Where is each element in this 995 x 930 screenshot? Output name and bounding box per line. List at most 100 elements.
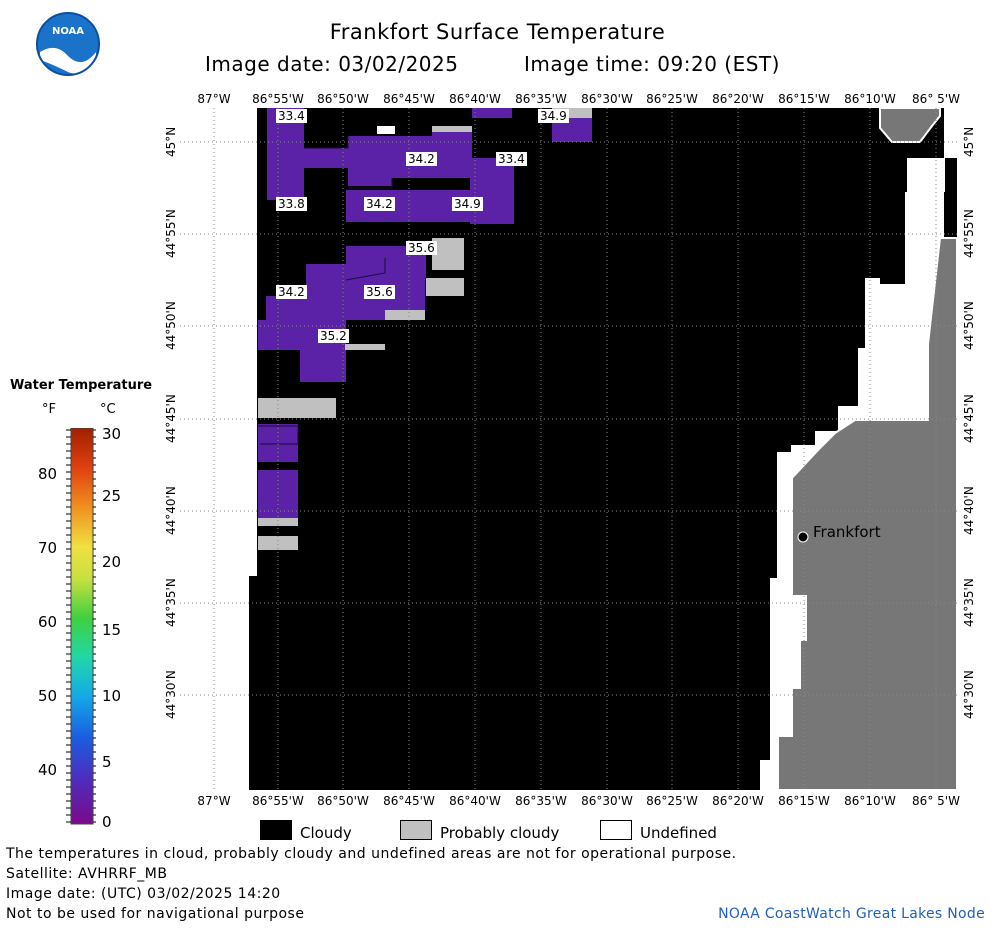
lon-label: 86°15'W (778, 794, 830, 808)
lon-label: 86°50'W (317, 92, 369, 106)
temperature-label: 33.4 (496, 152, 527, 166)
lat-label: 44°40'N (962, 486, 976, 536)
lon-label: 86° 5'W (912, 92, 960, 106)
footer-utc-date: Image date: (UTC) 03/02/2025 14:20 (6, 886, 281, 902)
lon-label: 86°20'W (712, 794, 764, 808)
svg-text:33.4: 33.4 (498, 152, 525, 166)
legend-c-tick: 5 (102, 753, 112, 771)
lon-label: 87°W (197, 92, 231, 106)
land-northeast (879, 108, 941, 143)
lon-label: 86°15'W (778, 92, 830, 106)
key-cloudy-label: Cloudy (300, 824, 352, 842)
lat-label: 45°N (962, 126, 976, 158)
lat-label: 44°35'N (164, 578, 178, 628)
lat-label: 44°50'N (164, 301, 178, 351)
legend-unit-c: °C (100, 402, 116, 417)
svg-text:34.2: 34.2 (278, 285, 305, 299)
legend-unit-f: °F (42, 402, 56, 417)
legend-f-tick: 80 (38, 465, 58, 483)
svg-text:33.4: 33.4 (278, 109, 305, 123)
lon-label: 86°35'W (515, 794, 567, 808)
svg-text:35.6: 35.6 (408, 241, 435, 255)
legend-f-tick: 60 (38, 613, 58, 631)
legend-f-tick: 40 (38, 761, 58, 779)
lon-label: 86°10'W (844, 794, 896, 808)
temperature-label: 33.4 (276, 109, 307, 123)
page-title: Frankfort Surface Temperature (329, 20, 666, 44)
lat-label: 44°55'N (962, 209, 976, 259)
temperature-label: 35.6 (364, 285, 395, 299)
noaa-logo: NOAA (36, 12, 100, 76)
lat-label: 44°55'N (164, 209, 178, 259)
key-probably-cloudy-swatch (400, 820, 432, 840)
legend-c-tick: 20 (102, 553, 122, 571)
lat-label: 44°50'N (962, 301, 976, 351)
frankfort-label: Frankfort (813, 523, 881, 541)
probably-cloudy-pixels (258, 108, 592, 550)
lon-label: 86°55'W (252, 794, 304, 808)
legend-f-tick: 50 (38, 687, 58, 705)
lon-label: 86°10'W (844, 92, 896, 106)
svg-text:34.2: 34.2 (408, 152, 435, 166)
temperature-label: 35.2 (318, 329, 349, 343)
lat-label: 44°45'N (962, 394, 976, 444)
svg-text:34.9: 34.9 (454, 197, 481, 211)
temperature-labels: 33.4 34.9 34.2 33.4 33.8 34.2 34.9 35.6 34.2 35.6… (276, 109, 569, 343)
lat-label: 44°45'N (164, 394, 178, 444)
image-time: Image time: 09:20 (EST) (524, 52, 780, 76)
footer-note: The temperatures in cloud, probably clou… (6, 846, 737, 862)
legend-title: Water Temperature (10, 378, 153, 393)
noaa-logo-text: NOAA (52, 26, 84, 37)
footer-credit[interactable]: NOAA CoastWatch Great Lakes Node (718, 906, 985, 922)
temperature-label: 35.6 (406, 241, 437, 255)
lat-label: 44°35'N (962, 578, 976, 628)
color-scale-bar (66, 428, 96, 825)
svg-text:34.2: 34.2 (366, 197, 393, 211)
key-undefined-label: Undefined (640, 824, 717, 842)
lat-label: 44°40'N (164, 486, 178, 536)
lon-label: 86°55'W (252, 92, 304, 106)
lon-label: 86°40'W (449, 794, 501, 808)
footer-nav-warning: Not to be used for navigational purpose (6, 906, 305, 922)
lon-label: 86°35'W (515, 92, 567, 106)
lon-label: 86° 5'W (912, 794, 960, 808)
legend-c-tick: 25 (102, 487, 122, 505)
water-temperature-pixels (258, 108, 592, 522)
lon-label: 86°20'W (712, 92, 764, 106)
lat-label: 44°30'N (164, 670, 178, 720)
temperature-label: 34.9 (538, 109, 569, 123)
lat-label: 45°N (164, 126, 178, 158)
lat-label: 44°30'N (962, 670, 976, 720)
temperature-label: 33.8 (276, 197, 307, 211)
legend-c-tick: 15 (102, 621, 122, 639)
footer-satellite: Satellite: AVHRRF_MB (6, 866, 168, 882)
lon-label: 86°25'W (646, 794, 698, 808)
lon-label: 86°45'W (383, 92, 435, 106)
lat-lon-grid (180, 108, 957, 790)
lon-label: 86°45'W (383, 794, 435, 808)
lon-label: 86°30'W (581, 92, 633, 106)
svg-text:35.6: 35.6 (366, 285, 393, 299)
lon-label: 86°50'W (317, 794, 369, 808)
svg-text:35.2: 35.2 (320, 329, 347, 343)
lon-label: 87°W (197, 794, 231, 808)
temperature-label: 34.2 (406, 152, 437, 166)
image-date: Image date: 03/02/2025 (205, 52, 459, 76)
temperature-label: 34.2 (364, 197, 395, 211)
key-cloudy-swatch (260, 820, 292, 840)
legend-c-tick: 30 (102, 425, 122, 443)
land-east (777, 237, 957, 790)
temperature-label: 34.2 (276, 285, 307, 299)
legend-c-tick: 0 (102, 813, 112, 831)
svg-text:33.8: 33.8 (278, 197, 305, 211)
svg-text:34.9: 34.9 (540, 109, 567, 123)
lon-label: 86°40'W (449, 92, 501, 106)
lon-label: 86°25'W (646, 92, 698, 106)
key-undefined-swatch (600, 820, 632, 840)
frankfort-marker (797, 531, 809, 543)
lon-label: 86°30'W (581, 794, 633, 808)
temperature-map: 33.4 34.9 34.2 33.4 33.8 34.2 34.9 35.6 34.2 35.6… (180, 108, 957, 790)
legend-f-tick: 70 (38, 539, 58, 557)
temperature-label: 34.9 (452, 197, 483, 211)
key-probably-cloudy-label: Probably cloudy (440, 824, 560, 842)
